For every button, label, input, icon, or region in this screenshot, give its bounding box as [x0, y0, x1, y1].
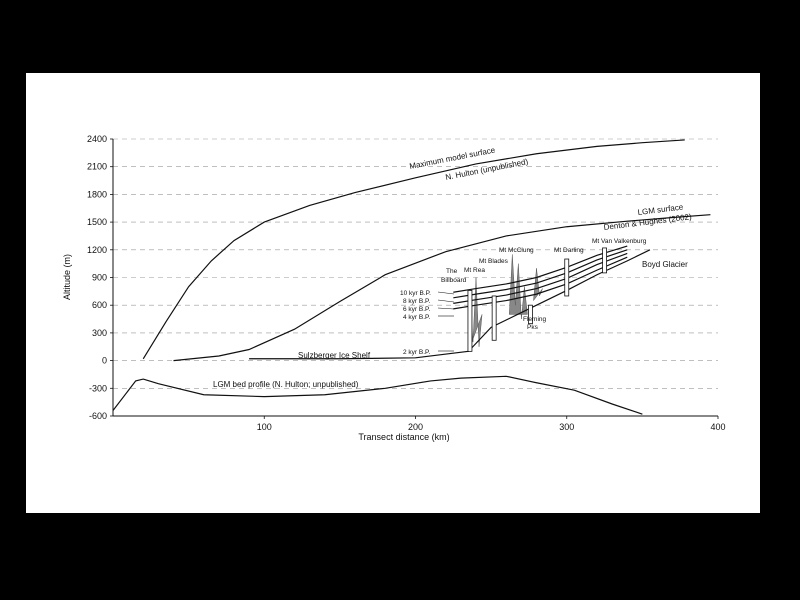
y-tick-label: 1200: [87, 245, 107, 255]
annotation-bed-profile: LGM bed profile (N. Hulton; unpublished): [213, 380, 359, 389]
annotation-fleming-2: Pks: [527, 324, 539, 331]
annotation-4kyr: 4 kyr B.P.: [403, 314, 431, 321]
series-line-5: [453, 256, 628, 310]
y-tick-label: 1500: [87, 217, 107, 227]
y-tick-label: -300: [89, 383, 107, 393]
slide-panel: -600 -300 0 300 600 900 1200 1500 1800 2100 2400 10…: [26, 73, 760, 513]
site-bar: [564, 258, 570, 297]
annotation-mt-mcclung: Mt McClung: [499, 247, 534, 254]
annotation-6kyr: 6 kyr B.P.: [403, 306, 431, 313]
series-lines: [112, 139, 711, 415]
site-markers: [467, 247, 607, 352]
annotation-8kyr: 8 kyr B.P.: [403, 298, 431, 305]
series-line-9: [112, 375, 643, 415]
y-tick-label: 300: [92, 328, 107, 338]
annotation-sulzberger: Sulzberger Ice Shelf: [298, 351, 371, 360]
site-bar: [602, 247, 607, 274]
annotation-mt-blades: Mt Blades: [479, 258, 509, 265]
y-tick-label: 2400: [87, 134, 107, 144]
annotation-billboard-1: The: [446, 268, 458, 275]
y-tick-label: 600: [92, 300, 107, 310]
leader-8kyr: [437, 299, 455, 303]
series-line-8: [453, 245, 628, 293]
site-bar: [467, 290, 473, 352]
annotation-2kyr: 2 kyr B.P.: [403, 349, 431, 356]
y-tick-label: 1800: [87, 189, 107, 199]
annotation-billboard-2: Billboard: [441, 277, 467, 284]
site-bar: [491, 295, 497, 341]
x-tick-label: 100: [257, 422, 272, 432]
site-bar: [528, 304, 533, 325]
x-axis-label: Transect distance (km): [358, 432, 449, 442]
series-line-4: [249, 249, 651, 360]
annotation-boyd: Boyd Glacier: [642, 260, 688, 269]
series-line-2: [173, 214, 711, 362]
tick-labels: -600 -300 0 300 600 900 1200 1500 1800 2100 2400 10…: [87, 134, 726, 432]
chart: -600 -300 0 300 600 900 1200 1500 1800 2100 2400 10…: [62, 134, 726, 442]
y-tick-label: 0: [102, 356, 107, 366]
series-line-7: [453, 249, 628, 299]
series-line-0: [142, 139, 685, 360]
y-tick-label: 2100: [87, 162, 107, 172]
annotation-mt-darling: Mt Darling: [554, 247, 584, 254]
annotation-10kyr: 10 kyr B.P.: [400, 290, 431, 297]
y-axis-label: Altitude (m): [62, 254, 72, 300]
x-tick-label: 400: [710, 422, 725, 432]
kyr-leader-lines: [437, 291, 455, 352]
series-line-6: [453, 252, 628, 304]
annotation-mt-rea: Mt Rea: [464, 267, 485, 274]
leader-6kyr: [437, 307, 455, 310]
annotation-fleming-1: Fleming: [523, 316, 547, 323]
x-tick-label: 200: [408, 422, 423, 432]
y-tick-label: 900: [92, 273, 107, 283]
y-tick-label: -600: [89, 411, 107, 421]
annotation-mt-van-valkenburg: Mt Van Valkenburg: [592, 238, 647, 245]
leader-10kyr: [437, 291, 455, 295]
peak-shape: [533, 268, 543, 302]
x-tick-label: 300: [559, 422, 574, 432]
